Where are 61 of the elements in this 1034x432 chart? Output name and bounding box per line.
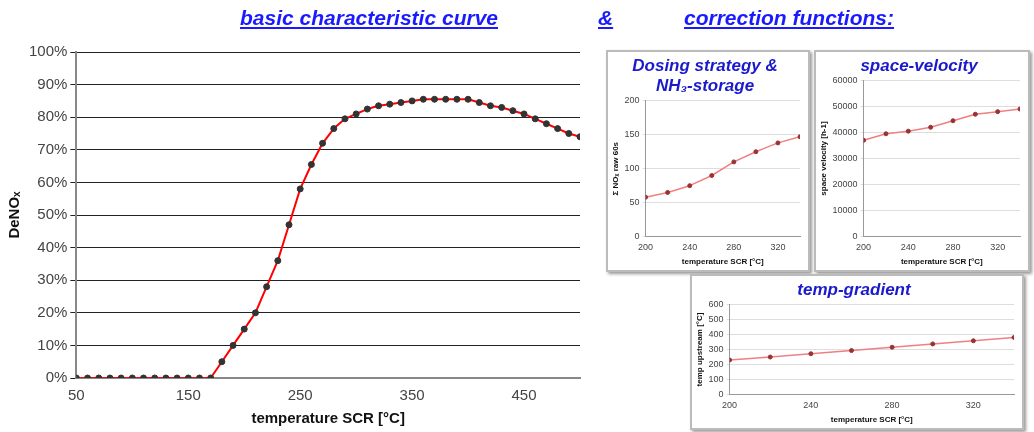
x-tick-label: 50: [68, 386, 85, 404]
y-axis-title: DeNOₓ: [5, 190, 23, 239]
y-tick-label: 80%: [37, 107, 68, 125]
y-tick-label: 100%: [28, 42, 68, 60]
x-tick-label: 320: [770, 242, 786, 253]
x-tick-label: 320: [990, 242, 1006, 253]
y-axis-title: space velocity [h-1]: [819, 121, 828, 196]
x-tick-label: 200: [856, 242, 872, 253]
y-tick-label: 40000: [832, 126, 858, 137]
x-tick-label: 280: [726, 242, 742, 253]
x-tick-label: 320: [965, 400, 981, 411]
y-tick-label: 0%: [45, 368, 68, 386]
x-axis-title: temperature SCR [°C]: [681, 257, 765, 267]
x-tick-label: 240: [900, 242, 916, 253]
x-tick-label: 280: [884, 400, 900, 411]
y-tick-label: 50000: [832, 100, 858, 111]
chart-title: space-velocity: [860, 55, 980, 75]
y-tick-label: 200: [624, 95, 640, 106]
y-axis-title: temp upstream [°C]: [695, 312, 704, 387]
chart-title: temp-gradient: [797, 279, 913, 299]
y-tick-label: 500: [708, 313, 724, 324]
y-tick-label: 100: [708, 374, 724, 385]
y-tick-label: 150: [624, 129, 640, 140]
x-axis-title: temperature SCR [°C]: [830, 415, 914, 425]
y-tick-label: 600: [708, 298, 724, 309]
y-tick-label: 50%: [37, 205, 68, 223]
y-tick-label: 40%: [37, 237, 68, 255]
x-tick-label: 250: [287, 386, 313, 404]
text: &: [598, 6, 614, 30]
x-tick-label: 240: [682, 242, 698, 253]
x-tick-label: 280: [945, 242, 961, 253]
y-tick-label: 200: [708, 359, 724, 370]
y-tick-label: 0: [634, 231, 640, 242]
chart-title: basic characteristic curve: [240, 6, 498, 30]
x-tick-label: 450: [511, 386, 537, 404]
y-tick-label: 300: [708, 343, 724, 354]
x-axis-title: temperature SCR [°C]: [251, 409, 405, 427]
chart-title: Dosing strategy & NH₃-storage: [632, 55, 778, 96]
y-tick-label: 20%: [37, 302, 68, 320]
y-tick-label: 10000: [832, 205, 858, 216]
y-tick-label: 0: [852, 231, 858, 242]
y-axis-title: Σ NOₓ raw 60s: [611, 141, 620, 196]
x-axis-title: temperature SCR [°C]: [900, 257, 984, 267]
y-tick-label: 10%: [37, 335, 68, 353]
y-tick-label: 20000: [832, 179, 858, 190]
x-tick-label: 200: [638, 242, 654, 253]
y-tick-label: 400: [708, 328, 724, 339]
x-tick-label: 150: [175, 386, 201, 404]
y-tick-label: 60000: [832, 74, 858, 85]
y-tick-label: 50: [629, 197, 640, 208]
x-tick-label: 240: [803, 400, 819, 411]
y-tick-label: 70%: [37, 139, 68, 157]
y-tick-label: 30000: [832, 152, 858, 163]
y-tick-label: 30%: [37, 270, 68, 288]
y-tick-label: 100: [624, 163, 640, 174]
y-tick-label: 90%: [37, 74, 68, 92]
text: correction functions:: [684, 6, 895, 30]
x-tick-label: 350: [399, 386, 425, 404]
x-tick-label: 200: [722, 400, 738, 411]
y-tick-label: 0: [718, 389, 724, 400]
y-tick-label: 60%: [37, 172, 68, 190]
